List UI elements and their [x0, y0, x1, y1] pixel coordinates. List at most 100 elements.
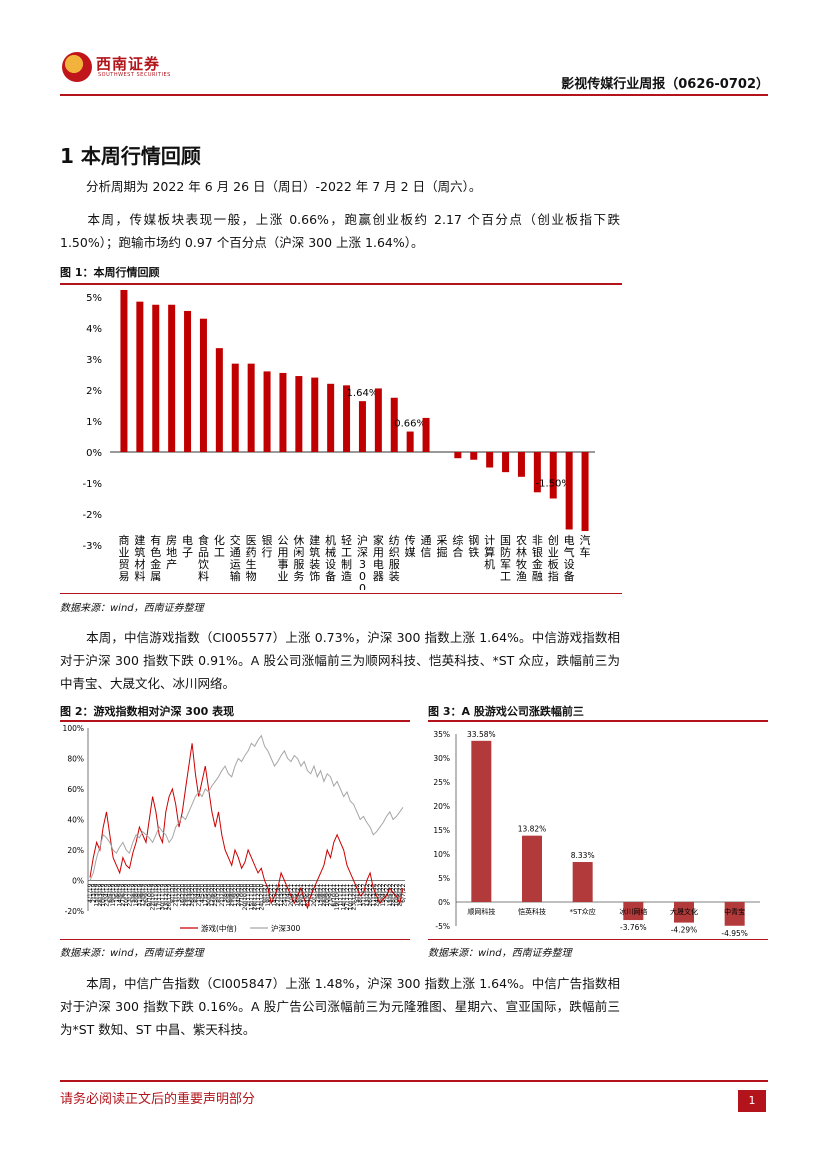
y-tick-label: 2% — [86, 386, 102, 397]
y-tick-label: -1% — [83, 479, 102, 490]
x-tick-label: 8/7/20 — [215, 883, 222, 902]
x-category-label: 电子 — [182, 534, 193, 559]
x-tick-label: 27/11/21 — [344, 883, 351, 910]
x-category-label: 交通运输 — [230, 533, 241, 583]
x-tick-label: 8/1/20 — [169, 883, 176, 902]
x-tick-label: 11/6/21 — [301, 883, 308, 906]
bar — [247, 363, 255, 452]
x-category-label: 大晟文化 — [670, 907, 698, 916]
y-tick-label: 0% — [438, 898, 450, 907]
paragraph-market-text: 本周，传媒板块表现一般，上涨 0.66%，跑赢创业板约 2.17 个百分点（创业… — [60, 212, 620, 250]
bar — [565, 452, 573, 530]
x-category-label: 机械设备 — [325, 533, 336, 583]
legend-label-csi300: 沪深300 — [271, 923, 301, 933]
bar — [199, 318, 207, 452]
y-tick-label: 15% — [433, 826, 450, 835]
bar — [136, 301, 144, 452]
x-tick-label: 5/8/19 — [130, 883, 137, 902]
x-tick-label: 24/6/21 — [304, 883, 311, 906]
x-tick-label: 12/3/21 — [278, 883, 285, 906]
x-category-label: 公用事业 — [277, 534, 288, 583]
paragraph-market: 本周，传媒板块表现一般，上涨 0.66%，跑赢创业板约 2.17 个百分点（创业… — [60, 208, 620, 254]
x-tick-label: 7/7/21 — [308, 883, 315, 902]
x-tick-label: 16/8/20 — [225, 883, 232, 906]
x-tick-label: 29/2/20 — [183, 883, 190, 906]
figure1-bars: 1.64% 0.66% -1.50% — [120, 290, 589, 532]
x-category-label: 非银金融 — [532, 534, 543, 583]
x-category-label: 沪深 3 0 0 — [357, 533, 368, 590]
header-divider — [60, 94, 768, 96]
x-tick-label: 15/11/20 — [248, 883, 255, 910]
data-label: -4.29% — [671, 926, 698, 935]
x-tick-label: 1/11/21 — [337, 883, 344, 906]
x-tick-label: 15/8/21 — [318, 883, 325, 906]
x-category-label: 农林牧渔 — [516, 533, 527, 583]
x-tick-label: 24/9/20 — [235, 883, 242, 906]
bar — [549, 452, 557, 499]
logo-text: 西南证券 — [96, 55, 161, 73]
bar — [279, 372, 287, 452]
y-tick-label: 20% — [67, 846, 84, 855]
bar — [454, 452, 462, 459]
x-tick-label: 30/11/19 — [159, 883, 166, 910]
x-tick-label: 3/5/21 — [291, 883, 298, 902]
x-tick-label: 7/10/20 — [239, 883, 246, 906]
logo-icon — [62, 52, 92, 82]
x-tick-label: 21/1/20 — [173, 883, 180, 906]
x-category-label: 传媒 — [405, 534, 416, 559]
x-category-label: 中青宝 — [724, 907, 745, 916]
x-tick-label: 25/6/20 — [212, 883, 219, 906]
x-tick-label: 2/3/19 — [90, 883, 97, 902]
y-tick-label: 0% — [72, 877, 84, 886]
bar — [533, 452, 541, 493]
x-tick-label: 11/9/20 — [232, 883, 239, 906]
bar — [343, 385, 351, 452]
footer-notice: 请务必阅读正文后的重要声明部分 — [60, 1092, 256, 1107]
x-tick-label: 20/4/21 — [288, 883, 295, 906]
data-label: 1.64% — [347, 388, 379, 399]
x-category-label: 创业板指 — [548, 534, 559, 583]
y-tick-label: 10% — [433, 850, 450, 859]
x-tick-label: 21/4/20 — [196, 883, 203, 906]
figure3-bottom-rule — [428, 939, 768, 940]
figure1-y-axis: 5% 4% 3% 2% 1% 0% -1% -2% -3% — [83, 293, 595, 552]
bar — [572, 862, 593, 902]
bar — [152, 304, 160, 452]
figure3-y-axis: 35% 30% 25% 20% 15% 10% 5% 0% -5% — [433, 730, 760, 931]
x-tick-label: 1/6/19 — [113, 883, 120, 902]
data-label: 0.66% — [394, 419, 426, 430]
x-tick-label: 26/3/20 — [189, 883, 196, 906]
bar — [295, 376, 303, 452]
figure1-bottom-rule — [60, 593, 622, 594]
x-tick-label: 2/11/20 — [245, 883, 252, 906]
x-category-label: 化工 — [214, 533, 225, 559]
x-category-label: 纺织服装 — [389, 533, 400, 583]
x-tick-label: 8/4/20 — [192, 883, 199, 902]
figure1-caption: 图 1：本周行情回顾 — [60, 266, 160, 279]
x-category-label: 冰川网络 — [619, 907, 647, 916]
x-category-label: 医药生物 — [246, 534, 257, 583]
bar — [263, 371, 271, 452]
x-tick-label: 28/11/20 — [252, 883, 259, 910]
data-label: -3.76% — [620, 923, 647, 932]
figure2-top-rule — [60, 720, 410, 722]
x-tick-label: 10/9/21 — [324, 883, 331, 906]
x-category-label: 通信 — [421, 534, 432, 559]
x-category-label: *ST众应 — [570, 907, 596, 916]
paragraph-game: 本周，中信游戏指数（CI005577）上涨 0.73%，沪深 300 指数上涨 … — [60, 626, 620, 695]
x-tick-label: 15/5/22 — [387, 883, 394, 906]
x-tick-label: 21/7/20 — [219, 883, 226, 906]
y-tick-label: -3% — [83, 541, 102, 552]
x-category-label: 计算机 — [484, 534, 495, 571]
x-category-label: 建筑材料 — [134, 533, 145, 583]
x-tick-label: 31/8/19 — [136, 883, 143, 906]
x-tick-label: 12/6/20 — [209, 883, 216, 906]
y-tick-label: 5% — [438, 874, 450, 883]
x-tick-label: 17/11/19 — [156, 883, 163, 910]
paragraph-ad: 本周，中信广告指数（CI005847）上涨 1.48%，沪深 300 指数上涨 … — [60, 972, 620, 1041]
x-category-label: 建筑装饰 — [309, 533, 320, 583]
x-tick-label: 3/8/20 — [222, 883, 229, 902]
x-tick-label: 19/5/19 — [110, 883, 117, 906]
x-tick-label: 28/5/22 — [390, 883, 397, 906]
x-tick-label: 31/1/22 — [360, 883, 367, 906]
